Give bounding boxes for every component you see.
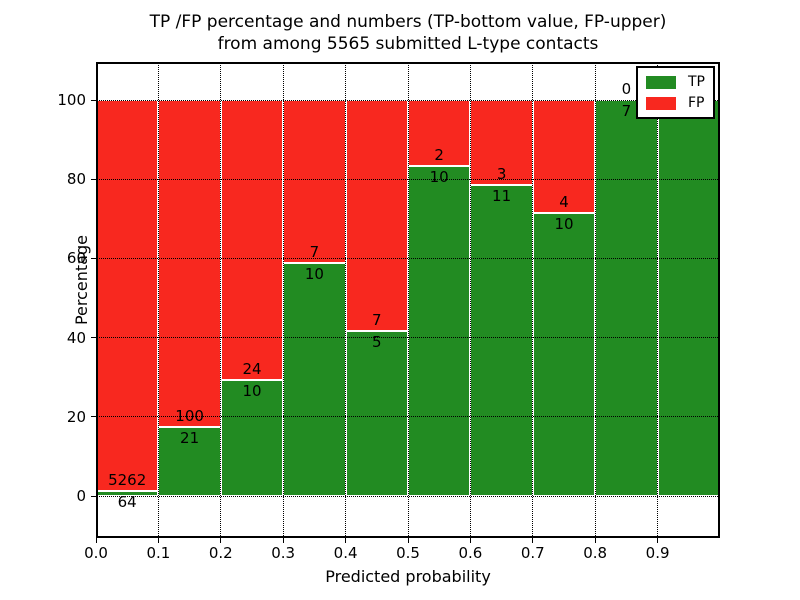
x-tickmark <box>657 538 659 543</box>
bar-count-label-fp: 5262 <box>108 471 147 490</box>
chart-title: TP /FP percentage and numbers (TP-bottom… <box>96 11 720 55</box>
gridline-vertical <box>532 62 534 538</box>
x-tick-label: 0.9 <box>645 544 670 562</box>
x-tick-label: 0.1 <box>146 544 171 562</box>
x-tickmark <box>532 538 534 543</box>
y-tickmark <box>91 99 96 101</box>
bar-segment-fp <box>96 100 159 492</box>
bar-count-label-tp: 10 <box>242 381 262 400</box>
bar-count-label-tp: 10 <box>304 265 324 284</box>
x-tick-label: 0.4 <box>333 544 358 562</box>
gridline-vertical <box>407 62 409 538</box>
bar-count-label-tp: 5 <box>372 333 382 351</box>
x-tick-label: 0.3 <box>271 544 296 562</box>
bar-segment-tp <box>595 100 658 497</box>
x-tickmark <box>95 538 97 543</box>
bar-count-label-tp: 10 <box>429 168 449 187</box>
bar-count-label-fp: 7 <box>372 311 382 330</box>
y-tickmark <box>91 178 96 180</box>
bar-segment-fp <box>408 100 471 167</box>
x-tickmark <box>469 538 471 543</box>
bar-segment-fp <box>345 100 408 331</box>
x-tick-label: 0.6 <box>458 544 483 562</box>
gridline-vertical <box>157 62 159 538</box>
y-tickmark <box>91 495 96 497</box>
gridline-vertical <box>594 62 596 538</box>
y-tick-label: 60 <box>66 249 86 268</box>
bar-segment-tp <box>220 379 284 496</box>
gridline-vertical <box>469 62 471 538</box>
bar-segment-tp <box>345 331 408 497</box>
x-tick-label: 0.0 <box>84 544 108 562</box>
bar-segment-fp <box>470 100 533 185</box>
x-tick-label: 0.5 <box>396 544 420 562</box>
legend-label: FP <box>688 95 705 111</box>
x-tick-label: 0.2 <box>208 544 233 562</box>
bar-count-label-fp: 4 <box>559 193 569 212</box>
x-tickmark <box>345 538 347 543</box>
y-tick-label: 0 <box>76 487 86 506</box>
bar-count-label-fp: 24 <box>242 359 262 378</box>
y-axis-label: Percentage <box>72 235 91 326</box>
gridline-vertical <box>282 62 284 538</box>
x-tick-label: 0.8 <box>583 544 608 562</box>
gridline-vertical <box>657 62 659 538</box>
bar-count-label-tp: 21 <box>180 429 200 448</box>
legend-label: TP <box>688 74 705 90</box>
bar-count-label-fp: 2 <box>434 146 444 165</box>
gridline-vertical <box>345 62 347 538</box>
x-tickmark <box>407 538 409 543</box>
bar-count-label-fp: 7 <box>309 243 320 262</box>
bar-count-label-tp: 64 <box>117 493 137 512</box>
bar-segment-fp <box>158 100 221 428</box>
x-tickmark <box>282 538 284 543</box>
x-axis-label: Predicted probability <box>325 567 491 586</box>
bar-count-label-tp: 11 <box>492 186 512 205</box>
bar-count-label-tp: 7 <box>621 102 632 121</box>
x-tickmark <box>594 538 596 543</box>
bar-segment-tp <box>470 184 533 497</box>
y-tickmark <box>91 416 96 418</box>
y-tickmark <box>91 257 96 259</box>
x-tickmark <box>220 538 222 543</box>
bar-segment-tp <box>158 427 221 496</box>
bar-count-label-tp: 10 <box>554 215 574 234</box>
y-tick-label: 40 <box>66 328 86 347</box>
legend-swatch-fp <box>646 96 676 110</box>
bar-count-label-fp: 3 <box>496 164 507 183</box>
bar-count-label-fp: 0 <box>621 80 632 99</box>
legend-item: FP <box>646 95 705 111</box>
bar-segment-tp <box>532 213 596 496</box>
bar-segment-fp <box>220 100 284 380</box>
gridline-vertical <box>220 62 222 538</box>
legend-item: TP <box>646 74 705 90</box>
y-tick-label: 20 <box>66 407 86 426</box>
y-tick-label: 100 <box>57 91 86 110</box>
x-tick-label: 0.7 <box>520 544 545 562</box>
bar-segment-tp <box>408 166 471 496</box>
y-tick-label: 80 <box>66 170 86 189</box>
legend: TP FP <box>636 66 715 119</box>
bar-segment-fp <box>283 100 346 264</box>
bar-segment-tp <box>657 100 720 497</box>
chart-title-line2: from among 5565 submitted L-type contact… <box>217 34 599 54</box>
legend-swatch-tp <box>646 75 676 89</box>
bar-segment-fp <box>532 100 596 214</box>
x-tickmark <box>157 538 159 543</box>
chart-title-line1: TP /FP percentage and numbers (TP-bottom… <box>149 12 667 32</box>
bar-count-label-fp: 100 <box>175 407 204 426</box>
y-tickmark <box>91 337 96 339</box>
bar-segment-tp <box>283 263 346 496</box>
